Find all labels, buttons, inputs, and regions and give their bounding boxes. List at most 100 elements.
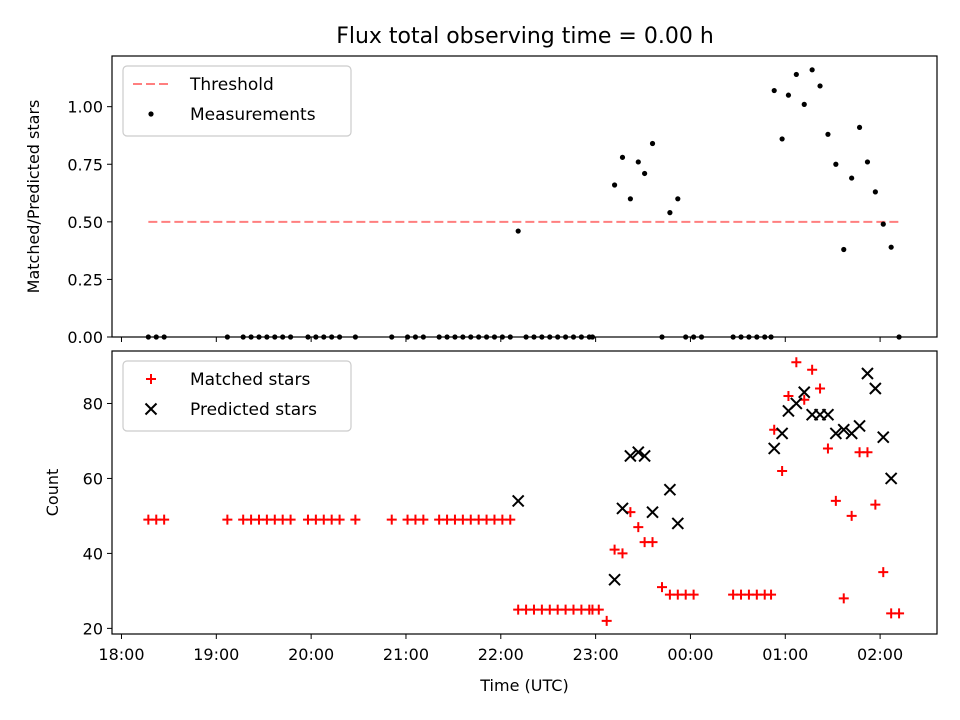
x-tick-label: 02:00: [857, 645, 903, 664]
data-point: [801, 101, 807, 107]
data-point: [523, 334, 529, 340]
data-point: [305, 334, 311, 340]
data-point: [766, 589, 777, 600]
data-point: [404, 334, 411, 340]
data-point: [593, 604, 604, 615]
data-point: [329, 334, 335, 340]
data-point: [838, 593, 849, 604]
data-point: [386, 514, 397, 525]
legend-marker: [146, 374, 156, 384]
data-point: [452, 334, 458, 340]
data-point: [659, 334, 665, 340]
x-tick-label: 23:00: [573, 645, 619, 664]
data-point: [807, 364, 818, 375]
legend-label: Predicted stars: [190, 400, 317, 420]
y-tick-label: 20: [83, 619, 103, 638]
data-point: [638, 449, 651, 463]
data-point: [691, 334, 697, 340]
x-tick-label: 20:00: [288, 645, 334, 664]
axes-frame: [111, 350, 938, 635]
legend-box: [122, 360, 352, 432]
y-tick-label: 0.25: [67, 270, 103, 289]
data-point: [667, 210, 673, 216]
data-point: [817, 83, 823, 89]
y-axis-label: Matched/Predicted stars: [24, 100, 43, 294]
x-tick-label: 01:00: [762, 645, 808, 664]
data-point: [313, 334, 319, 340]
data-point: [555, 334, 561, 340]
data-point: [657, 582, 667, 593]
data-point: [833, 161, 839, 167]
data-point: [688, 589, 699, 600]
data-point: [825, 131, 831, 137]
data-point: [837, 423, 850, 436]
legend-marker: [144, 402, 158, 416]
legend-label: Threshold: [189, 75, 274, 95]
data-point: [616, 502, 629, 515]
x-tick-label: 18:00: [98, 645, 144, 664]
x-tick-label: 22:00: [478, 645, 524, 664]
legend-label: Measurements: [190, 105, 316, 125]
top-panel: 0.00 0.25 0.50 0.75 1.00 Matched/Predicted st…: [24, 55, 938, 347]
data-point: [483, 334, 490, 340]
data-point: [647, 537, 658, 548]
data-point: [539, 334, 545, 340]
data-point: [264, 334, 270, 340]
data-point: [846, 510, 857, 521]
data-point: [768, 442, 781, 455]
data-point: [798, 386, 811, 399]
data-point: [822, 443, 833, 454]
data-point: [888, 244, 894, 250]
y-tick-label: 40: [83, 544, 103, 563]
data-point: [153, 334, 159, 340]
data-point: [754, 334, 760, 340]
data-point: [730, 334, 736, 340]
data-point: [793, 71, 799, 78]
data-point: [864, 159, 871, 165]
data-point: [145, 334, 151, 340]
data-point: [491, 334, 498, 340]
data-point: [633, 522, 644, 533]
data-point: [505, 514, 516, 525]
data-point: [675, 196, 681, 202]
data-point: [785, 92, 792, 98]
data-point: [671, 517, 685, 530]
y-tick-label: 60: [83, 469, 103, 488]
y-tick-label: 1.00: [67, 98, 103, 117]
data-point: [436, 334, 442, 340]
data-point: [468, 334, 474, 340]
data-point: [877, 431, 890, 444]
data-point: [418, 514, 429, 525]
x-axis-label: Time (UTC): [479, 676, 568, 695]
y-tick-label: 0.75: [67, 155, 103, 174]
data-point: [663, 483, 677, 496]
data-point: [224, 334, 230, 340]
x-tick-label: 19:00: [193, 645, 239, 664]
data-point: [608, 573, 621, 586]
data-point: [334, 514, 345, 525]
data-point: [880, 221, 886, 227]
data-point: [896, 334, 902, 340]
x-tick-label: 21:00: [383, 645, 429, 664]
bottom-panel: 20 40 60 80 18:00 19:00 20:00 21:00 22:00 23:00 00…: [43, 350, 938, 695]
data-point: [762, 334, 768, 340]
data-point: [642, 170, 648, 177]
data-point: [412, 334, 419, 340]
data-point: [627, 196, 633, 202]
data-point: [287, 334, 294, 340]
data-point: [821, 408, 835, 421]
data-point: [578, 334, 584, 340]
data-point: [738, 334, 744, 340]
data-point: [646, 505, 659, 519]
data-point: [499, 334, 505, 340]
data-point: [624, 449, 637, 463]
data-point: [698, 334, 705, 340]
data-point: [589, 334, 596, 340]
data-point: [809, 67, 815, 73]
x-tick-label: 00:00: [667, 645, 713, 664]
y-tick-label: 80: [83, 394, 103, 413]
data-point: [389, 334, 395, 340]
data-point: [256, 334, 262, 340]
legend-marker: [148, 111, 154, 117]
